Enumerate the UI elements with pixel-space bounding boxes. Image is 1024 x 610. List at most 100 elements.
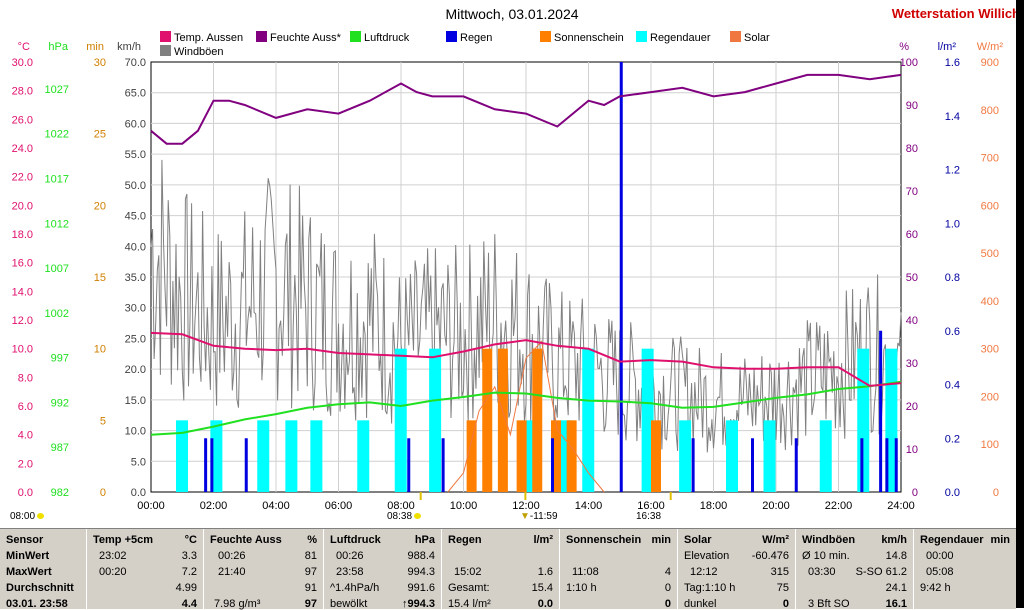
temp-tick-label: 10.0: [12, 344, 33, 356]
col-humidity: Feuchte Auss% 00:26 81 21:40 97 91 7.98 g/…: [204, 529, 324, 610]
col-header-unit: %: [307, 534, 317, 546]
row-label: MinWert: [6, 550, 50, 562]
value-cell: 14.8: [885, 550, 907, 562]
value-cell: 1.6: [537, 566, 553, 578]
time-cell: 00:00: [926, 550, 954, 562]
rain-tick-label: 0.2: [945, 433, 960, 445]
time-cell: 23:02: [99, 550, 127, 562]
solar-tick-label: 800: [981, 105, 999, 117]
value-cell: 7.2: [181, 566, 197, 578]
raindur-bar: [763, 420, 776, 492]
time-tick-label: 04:00: [262, 500, 290, 511]
col-header: Luftdruck hPa: [330, 534, 435, 546]
wind-tick-label: 0.0: [131, 487, 146, 499]
time-tick-label: 22:00: [825, 500, 853, 511]
rain-bar: [794, 438, 798, 492]
sunset-time: 16:38: [636, 511, 662, 522]
sunshine-bar: [566, 420, 577, 492]
sunshine-tick-label: 10: [94, 344, 106, 356]
rain-bar: [751, 438, 754, 492]
sunshine-bar: [482, 348, 493, 492]
time-cell: 00:20: [99, 566, 127, 578]
humidity-tick-label: 60: [906, 229, 918, 241]
col-header-unit: W/m²: [762, 534, 789, 546]
sunshine-tick-label: 20: [94, 200, 106, 212]
solar-tick-label: 500: [981, 248, 999, 260]
col-sensor: Sensor MinWert MaxWert Durchschnitt 03.0…: [0, 529, 87, 610]
legend-swatch: [636, 31, 647, 42]
sunshine-bar: [497, 348, 508, 492]
col-rain: Regen l/m² 15:02 1.6 Gesamt: 15.4 15.4 l/m²…: [442, 529, 560, 610]
col-wind: Windböen km/h Ø 10 min. 14.8 03:30 S-SO 61.…: [796, 529, 914, 610]
time-tick-label: 16:00: [637, 500, 665, 511]
raindur-bar: [176, 420, 188, 492]
temp-tick-label: 22.0: [12, 172, 33, 184]
col-header: Solar W/m²: [684, 534, 789, 546]
sunrise-label: 08:38: [387, 511, 422, 522]
value-cell: 24.1: [885, 582, 907, 594]
legend-label: Regen: [460, 32, 493, 44]
col-header-label: Regen: [448, 534, 482, 546]
rain-tick-label: 1.6: [945, 57, 960, 69]
value-cell: 0: [664, 582, 671, 594]
humidity-tick-label: 40: [906, 315, 918, 327]
time-cell: 15.4 l/m²: [448, 598, 491, 610]
sunshine-bar: [516, 420, 527, 492]
col-temp: Temp +5cm °C 23:02 3.3 00:20 7.2 4.99 4.4: [87, 529, 204, 610]
value-cell: 97: [304, 566, 317, 578]
sunshine-bar: [532, 348, 543, 492]
rain-bar: [619, 62, 623, 492]
solar-tick-label: 600: [981, 200, 999, 212]
humidity-axis-title: %: [899, 41, 909, 53]
legend-label: Temp. Aussen: [174, 32, 244, 44]
raindur-bar: [357, 420, 370, 492]
pressure-tick-label: 1017: [45, 173, 69, 185]
temp-tick-label: 14.0: [12, 286, 33, 298]
weather-chart: 0.0 2.0 4.0 6.0 8.0 10.0 12.0 14.0 16.0 18.0 20.0 2…: [12, 41, 1004, 511]
window-edge: [1016, 0, 1024, 608]
rain-tick-label: 0.0: [945, 487, 960, 499]
raindur-bar: [641, 348, 654, 492]
time-tick-label: 14:00: [575, 500, 603, 511]
legend-swatch: [540, 31, 551, 42]
legend-swatch: [160, 45, 171, 56]
solar-tick-label: 100: [981, 439, 999, 451]
left-time-label: 08:00: [10, 511, 45, 522]
noon-time: 11:59: [533, 511, 558, 522]
legend-swatch: [256, 31, 267, 42]
sunshine-tick-label: 25: [94, 129, 106, 141]
temp-tick-label: 24.0: [12, 143, 33, 155]
pressure-tick-label: 1002: [45, 308, 69, 320]
time-cell: 00:26: [336, 550, 364, 562]
value-cell: 988.4: [407, 550, 435, 562]
col-header-unit: km/h: [881, 534, 907, 546]
solar-tick-label: 400: [981, 296, 999, 308]
time-tick-label: 06:00: [325, 500, 353, 511]
legend-label: Windböen: [174, 46, 224, 58]
humidity-tick-label: 0: [912, 487, 918, 499]
legend-swatch: [446, 31, 457, 42]
pressure-tick-label: 987: [51, 442, 69, 454]
wind-tick-label: 50.0: [125, 180, 146, 192]
pressure-tick-label: 1007: [45, 263, 69, 275]
humidity-tick-label: 70: [906, 186, 918, 198]
wind-axis-title: km/h: [117, 41, 141, 53]
rain-bar: [860, 438, 864, 492]
row-label: MaxWert: [6, 566, 52, 578]
sunshine-bar: [466, 420, 477, 492]
time-cell: 3 Bft SO: [808, 598, 850, 610]
pressure-tick-label: 1022: [45, 129, 69, 141]
wind-tick-label: 15.0: [125, 395, 146, 407]
humidity-tick-label: 50: [906, 272, 918, 284]
temp-tick-label: 30.0: [12, 57, 33, 69]
wind-tick-label: 10.0: [125, 426, 146, 438]
legend-swatch: [350, 31, 361, 42]
temp-tick-label: 0.0: [18, 487, 33, 499]
col-header: Windböen km/h: [802, 534, 907, 546]
pressure-tick-label: 1012: [45, 218, 69, 230]
station-name: Wetterstation Willich: [891, 6, 1020, 21]
time-tick-label: 02:00: [200, 500, 228, 511]
temp-tick-label: 18.0: [12, 229, 33, 241]
col-header-label: Feuchte Auss: [210, 534, 282, 546]
time-tick-label: 20:00: [762, 500, 790, 511]
